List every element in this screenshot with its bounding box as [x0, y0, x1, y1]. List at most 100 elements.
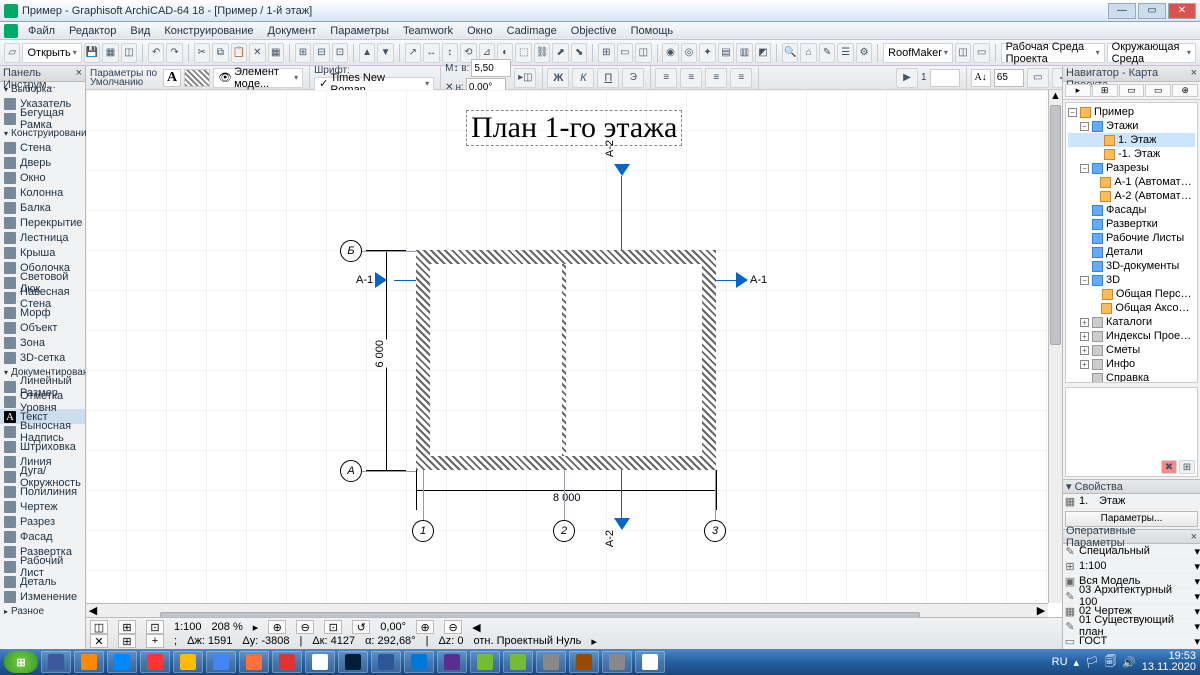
- system-tray[interactable]: RU ▴🏳🗐🔊 19:53 13.11.2020: [1052, 651, 1196, 673]
- qopt-arch[interactable]: ✎03 Архитектурный 100▾: [1063, 589, 1200, 604]
- tool-worksheet[interactable]: Рабочий Лист: [0, 559, 85, 574]
- paste-button[interactable]: 📋: [231, 43, 247, 63]
- tb-btn-30[interactable]: ✎: [819, 43, 835, 63]
- taskbar-app-2[interactable]: [107, 651, 137, 673]
- tb-btn-27[interactable]: ◩: [755, 43, 771, 63]
- tool-fill[interactable]: Штриховка: [0, 439, 85, 454]
- copy-button[interactable]: ⧉: [212, 43, 228, 63]
- delete-button[interactable]: ✕: [249, 43, 265, 63]
- tb-btn-19[interactable]: ⊞: [598, 43, 614, 63]
- tb-btn-3[interactable]: ▦: [268, 43, 284, 63]
- taskbar-app-1[interactable]: [74, 651, 104, 673]
- taskbar-app-9[interactable]: [338, 651, 368, 673]
- taskbar-app-15[interactable]: [536, 651, 566, 673]
- preview-btn-2[interactable]: ⊞: [1179, 460, 1195, 474]
- tb-btn-16[interactable]: ⛓: [534, 43, 550, 63]
- layer1-input[interactable]: [994, 69, 1024, 87]
- nav-tab-2[interactable]: ⊞: [1092, 84, 1118, 97]
- nav-tab-5[interactable]: ⊕: [1172, 84, 1198, 97]
- tb-btn-7[interactable]: ▲: [359, 43, 375, 63]
- tool-label[interactable]: Выносная Надпись: [0, 424, 85, 439]
- taskbar-app-13[interactable]: [470, 651, 500, 673]
- element-mode-dropdown[interactable]: 👁Элемент моде...▾: [213, 68, 303, 88]
- cb-btn-9[interactable]: ⊖: [444, 620, 462, 634]
- menu-edit[interactable]: Редактор: [63, 24, 122, 38]
- menu-help[interactable]: Помощь: [625, 24, 680, 38]
- tb-btn-6[interactable]: ⊡: [332, 43, 348, 63]
- tb-btn-10[interactable]: ↔: [423, 43, 439, 63]
- cb-btn-4[interactable]: ⊕: [268, 620, 286, 634]
- tb-btn-23[interactable]: ◎: [681, 43, 697, 63]
- cb-btn-7[interactable]: ↺: [352, 620, 370, 634]
- qopt-scale[interactable]: ⊞1:100▾: [1063, 559, 1200, 574]
- start-button[interactable]: ⊞: [4, 651, 38, 673]
- tb-btn-26[interactable]: ▥: [736, 43, 752, 63]
- align-justify-button[interactable]: ≡: [730, 68, 752, 88]
- toolgroup-select[interactable]: Выборка: [0, 82, 85, 96]
- tool-window[interactable]: Окно: [0, 170, 85, 185]
- taskbar-app-14[interactable]: [503, 651, 533, 673]
- tool-elevation[interactable]: Фасад: [0, 529, 85, 544]
- menu-options[interactable]: Параметры: [324, 24, 395, 38]
- tray-lang[interactable]: RU: [1052, 656, 1068, 668]
- taskbar-app-10[interactable]: [371, 651, 401, 673]
- ib-btn-1[interactable]: ▸◫: [514, 68, 536, 88]
- maximize-button[interactable]: ▭: [1138, 3, 1166, 19]
- tb-btn-24[interactable]: ✦: [699, 43, 715, 63]
- tb-btn-21[interactable]: ◫: [635, 43, 651, 63]
- qopt-exist[interactable]: ✎01 Существующий план▾: [1063, 619, 1200, 634]
- toolgroup-construct[interactable]: Конструирование: [0, 126, 85, 140]
- taskbar-app-5[interactable]: [206, 651, 236, 673]
- menu-cadimage[interactable]: Cadimage: [501, 24, 563, 38]
- tb-btn-8[interactable]: ▼: [377, 43, 393, 63]
- tool-slab[interactable]: Перекрытие: [0, 215, 85, 230]
- tray-clock[interactable]: 19:53 13.11.2020: [1142, 651, 1196, 673]
- zoom-value[interactable]: 208 %: [212, 621, 243, 633]
- tb-btn-28[interactable]: 🔍: [782, 43, 798, 63]
- minimize-button[interactable]: —: [1108, 3, 1136, 19]
- cb-btn-3[interactable]: ⊡: [146, 620, 164, 634]
- open-dropdown[interactable]: Открыть▾: [22, 43, 81, 63]
- nav-tab-4[interactable]: ▭: [1145, 84, 1171, 97]
- cb-btn-10[interactable]: ✕: [90, 634, 108, 648]
- ib-btn-arrow[interactable]: ▶: [896, 68, 918, 88]
- qopt-layer[interactable]: ✎Специальный▾: [1063, 544, 1200, 559]
- taskbar-app-8[interactable]: [305, 651, 335, 673]
- preview-btn-1[interactable]: ✖: [1161, 460, 1177, 474]
- cb-btn-2[interactable]: ⊞: [118, 620, 136, 634]
- cb-btn-1[interactable]: ◫: [90, 620, 108, 634]
- tool-wall[interactable]: Стена: [0, 140, 85, 155]
- v-scrollbar[interactable]: ▲: [1048, 90, 1062, 603]
- tb-btn-33[interactable]: ◫: [955, 43, 971, 63]
- tb-btn-2[interactable]: ◫: [121, 43, 137, 63]
- tb-btn-1[interactable]: ▦: [102, 43, 118, 63]
- menu-file[interactable]: Файл: [22, 24, 61, 38]
- qopt-gost[interactable]: ▭ГОСТ▾: [1063, 634, 1200, 649]
- cb-btn-8[interactable]: ⊕: [416, 620, 434, 634]
- layer-picker[interactable]: [184, 69, 210, 87]
- close-button[interactable]: ✕: [1168, 3, 1196, 19]
- toolbox-close-button[interactable]: ×: [76, 67, 82, 80]
- cb-btn-11[interactable]: ⊞: [118, 634, 136, 648]
- tb-btn-15[interactable]: ⬚: [515, 43, 531, 63]
- navigator-close-button[interactable]: ×: [1191, 67, 1197, 80]
- cb-btn-5[interactable]: ⊖: [296, 620, 314, 634]
- ib-btn-l1[interactable]: ▭: [1027, 68, 1049, 88]
- tb-btn-31[interactable]: ☰: [837, 43, 853, 63]
- new-file-button[interactable]: ▱: [4, 43, 20, 63]
- taskbar-app-7[interactable]: [272, 651, 302, 673]
- font-dropdown[interactable]: ✓Times New Roman▾: [314, 77, 434, 91]
- tb-btn-20[interactable]: ▭: [617, 43, 633, 63]
- taskbar-app-17[interactable]: [602, 651, 632, 673]
- tb-btn-5[interactable]: ⊟: [313, 43, 329, 63]
- roofmaker-dropdown[interactable]: RoofMaker▾: [883, 43, 953, 63]
- plan-title-text[interactable]: План 1-го этажа: [466, 110, 682, 146]
- redo-button[interactable]: ↷: [166, 43, 182, 63]
- menu-document[interactable]: Документ: [262, 24, 323, 38]
- toolgroup-more[interactable]: Разное: [0, 604, 85, 618]
- cb-btn-6[interactable]: ⊡: [324, 620, 342, 634]
- menu-design[interactable]: Конструирование: [158, 24, 259, 38]
- align-center-button[interactable]: ≡: [680, 68, 702, 88]
- taskbar-app-0[interactable]: [41, 651, 71, 673]
- tool-drawing[interactable]: Чертеж: [0, 499, 85, 514]
